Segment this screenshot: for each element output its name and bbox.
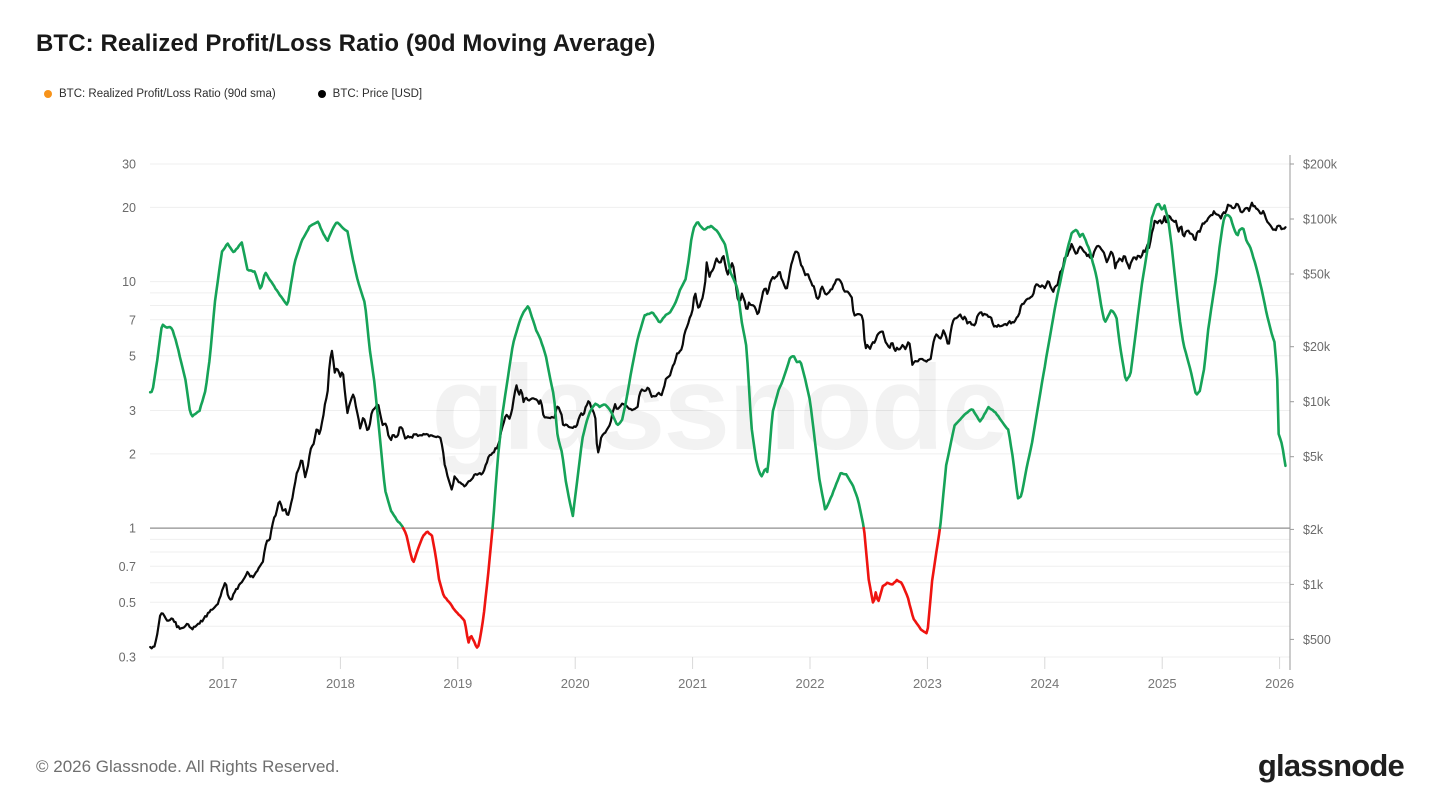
- x-axis-label: 2018: [326, 676, 355, 691]
- x-axis-label: 2025: [1148, 676, 1177, 691]
- ratio-line-profit-segment: [148, 220, 405, 530]
- left-axis-label: 2: [129, 447, 136, 461]
- right-axis-label: $20k: [1303, 340, 1331, 354]
- x-axis-label: 2017: [209, 676, 238, 691]
- watermark-text: glassnode: [431, 341, 1007, 475]
- glassnode-logo[interactable]: glassnode: [1257, 748, 1405, 783]
- legend-item-price[interactable]: BTC: Price [USD]: [317, 88, 423, 100]
- left-axis-label: 0.7: [119, 560, 136, 574]
- ratio-line-profit-segment: [491, 221, 866, 530]
- left-axis-label: 5: [129, 349, 136, 363]
- right-axis-label: $5k: [1303, 450, 1324, 464]
- left-axis-label: 10: [122, 275, 136, 289]
- ratio-line-profit-segment: [938, 202, 1287, 530]
- x-axis-label: 2020: [561, 676, 590, 691]
- legend-item-ratio[interactable]: BTC: Realized Profit/Loss Ratio (90d sma…: [44, 88, 276, 100]
- right-axis-label: $100k: [1303, 213, 1338, 227]
- price-line: [149, 201, 1287, 650]
- x-axis-label: 2022: [796, 676, 825, 691]
- ratio-line-loss-segment: [862, 526, 942, 635]
- legend-item-label: BTC: Price [USD]: [332, 88, 423, 100]
- x-axis-label: 2021: [678, 676, 707, 691]
- left-axis-label: 0.3: [119, 651, 136, 665]
- left-axis-label: 20: [122, 201, 136, 215]
- left-axis-label: 3: [129, 404, 136, 418]
- x-axis-label: 2019: [443, 676, 472, 691]
- x-axis-label: 2024: [1030, 676, 1059, 691]
- legend-dot-icon: [317, 90, 326, 98]
- copyright-text: © 2026 Glassnode. All Rights Reserved.: [36, 757, 340, 776]
- right-axis-label: $200k: [1303, 158, 1338, 172]
- left-axis-label: 7: [129, 313, 136, 327]
- x-axis-label: 2023: [913, 676, 942, 691]
- left-axis-label: 1: [129, 522, 136, 536]
- chart-legend: BTC: Realized Profit/Loss Ratio (90d sma…: [44, 88, 422, 100]
- legend-dot-icon: [44, 90, 52, 98]
- ratio-line-loss-segment: [401, 526, 494, 649]
- right-axis-label: $500: [1303, 633, 1331, 647]
- right-axis-label: $50k: [1303, 268, 1331, 282]
- legend-item-label: BTC: Realized Profit/Loss Ratio (90d sma…: [59, 88, 276, 100]
- right-axis-label: $2k: [1303, 523, 1324, 537]
- left-axis-label: 0.5: [119, 596, 136, 610]
- page-title: BTC: Realized Profit/Loss Ratio (90d Mov…: [36, 30, 656, 57]
- left-axis-label: 30: [122, 158, 136, 172]
- right-axis-label: $1k: [1303, 578, 1324, 592]
- right-axis-label: $10k: [1303, 395, 1331, 409]
- x-axis-label: 2026: [1265, 676, 1294, 691]
